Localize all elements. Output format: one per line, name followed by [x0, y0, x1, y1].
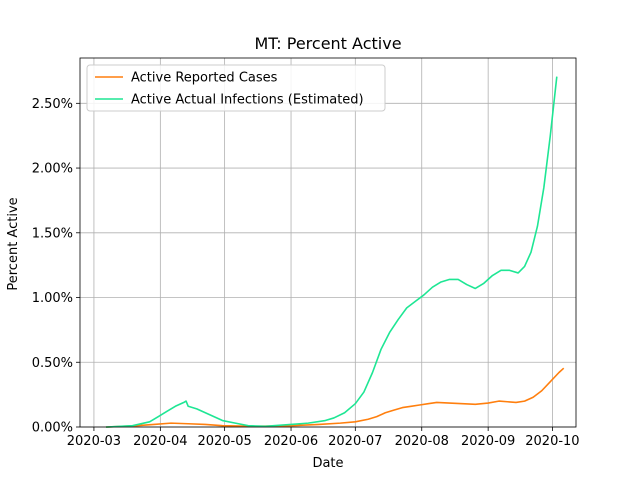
legend-label: Active Reported Cases [131, 71, 278, 86]
x-tick-label: 2020-09 [461, 434, 515, 449]
y-tick-label: 0.50% [32, 356, 73, 371]
x-axis-label: Date [312, 456, 343, 471]
plot-frame [79, 57, 577, 428]
y-tick-label: 1.00% [32, 291, 73, 306]
y-axis-label: Percent Active [6, 197, 21, 290]
legend-box [86, 64, 386, 112]
series-line-reported-cases [105, 367, 565, 428]
x-tick-label: 2020-06 [264, 434, 318, 449]
y-tick-label: 1.50% [32, 226, 73, 241]
grid-lines [80, 58, 576, 428]
y-tick-label: 2.50% [32, 97, 73, 112]
x-tick-label: 2020-05 [197, 434, 251, 449]
x-tick-label: 2020-10 [525, 434, 579, 449]
x-tick-label: 2020-03 [67, 434, 121, 449]
x-tick-label: 2020-08 [395, 434, 449, 449]
series-lines [105, 76, 565, 428]
axes: 2020-03 2020-04 2020-05 2020-06 2020-07 2020-… [32, 57, 580, 449]
y-tick-label: 2.00% [32, 162, 73, 177]
y-tick-label: 0.00% [32, 421, 73, 436]
legend: Active Reported Cases Active Actual Infec… [86, 64, 386, 112]
series-line-actual-infections [105, 76, 558, 428]
legend-label: Active Actual Infections (Estimated) [131, 93, 364, 108]
x-tick-label: 2020-04 [133, 434, 187, 449]
x-tick-label: 2020-07 [328, 434, 382, 449]
chart-title: MT: Percent Active [254, 34, 401, 53]
